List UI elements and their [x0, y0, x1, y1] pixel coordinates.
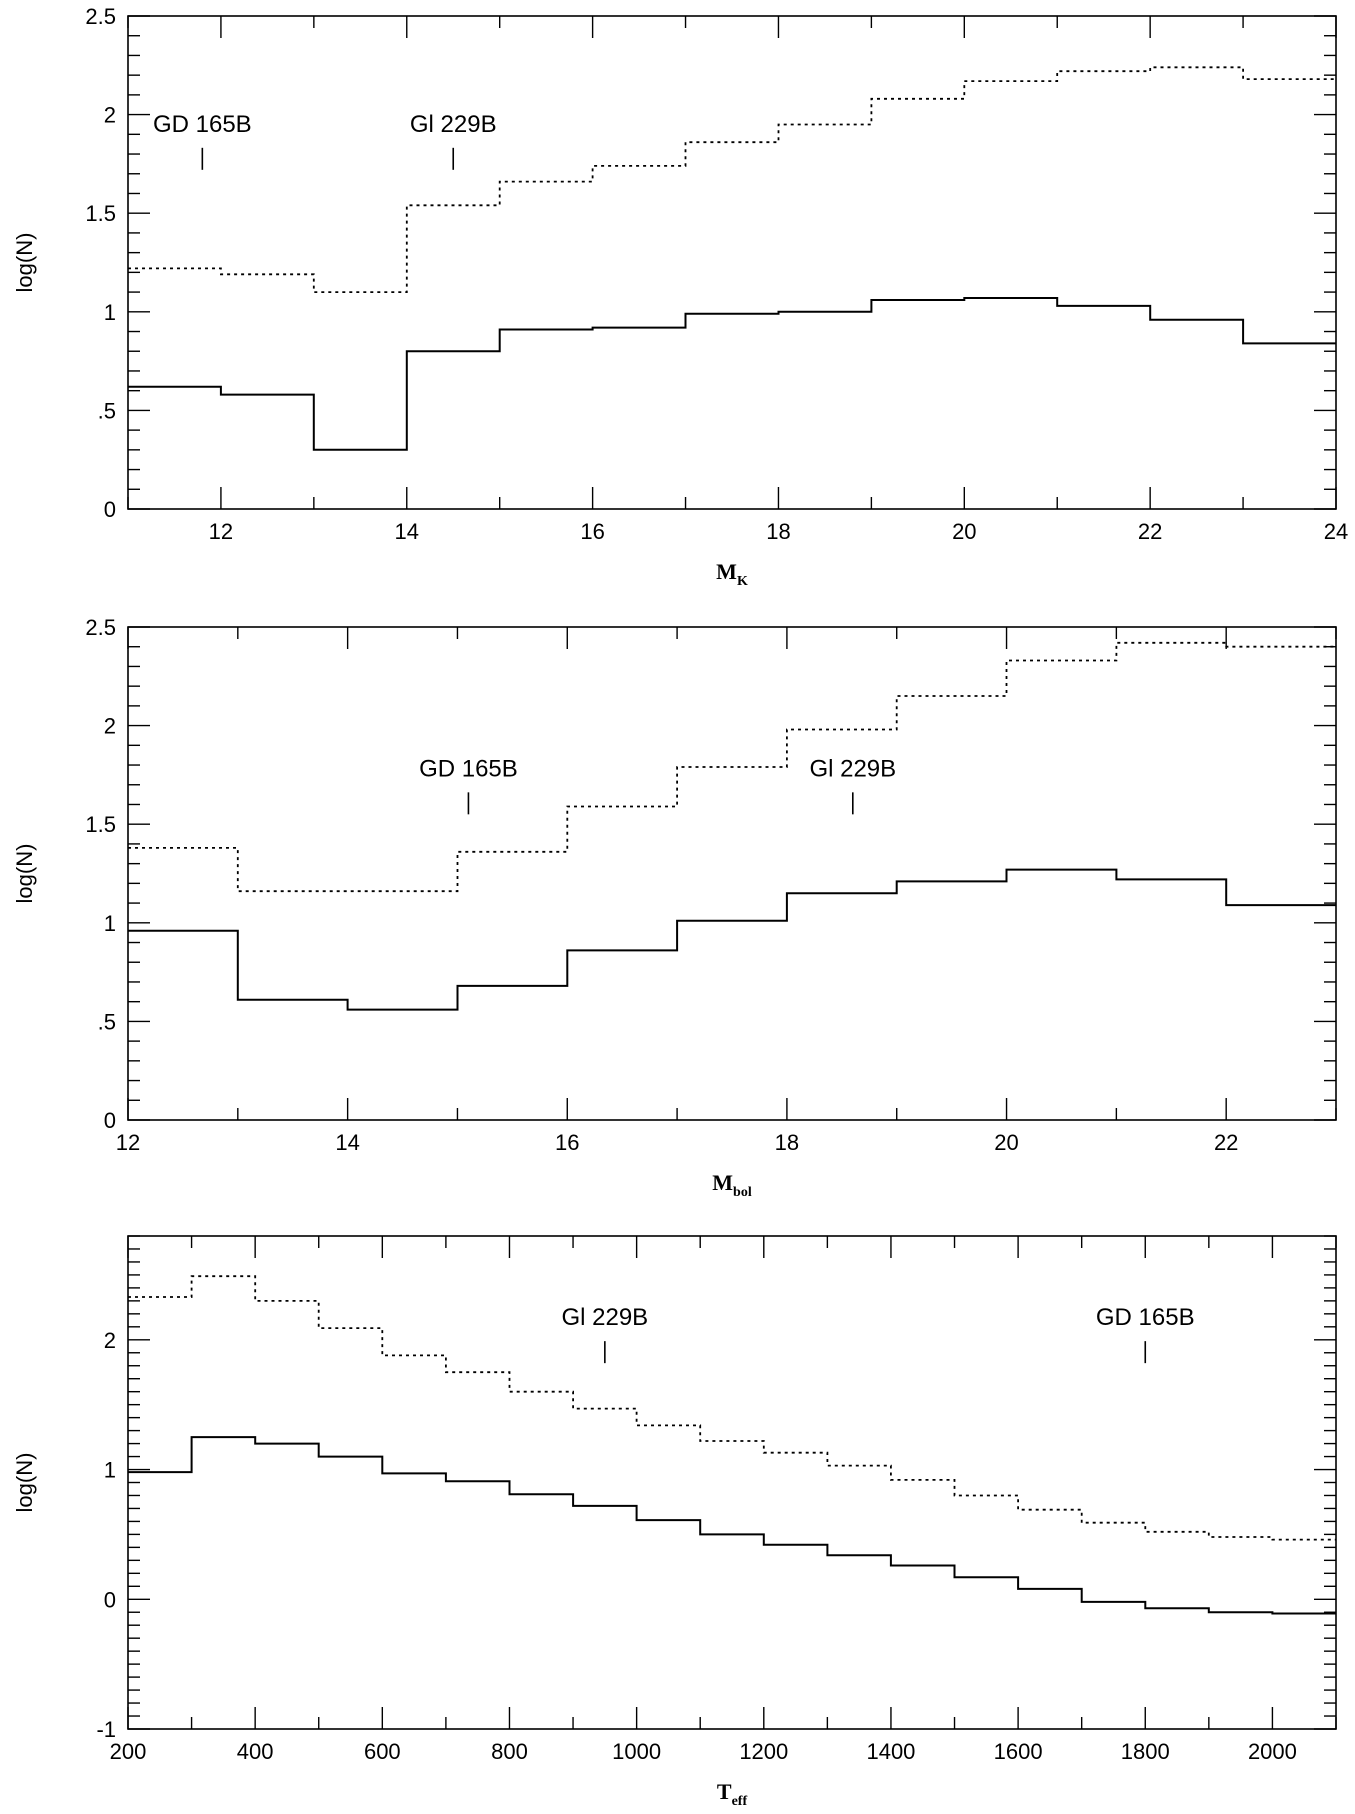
- annotation-label: GD 165B: [419, 755, 518, 782]
- annotation-label: Gl 229B: [809, 755, 896, 782]
- y-tick-label: 2.5: [85, 4, 116, 29]
- y-tick-label: 1: [104, 300, 116, 325]
- x-tick-label: 600: [364, 1739, 401, 1764]
- x-tick-label: 18: [766, 519, 790, 544]
- plot-frame: [127, 15, 1337, 510]
- x-tick-label: 800: [491, 1739, 528, 1764]
- x-tick-label: 2000: [1248, 1739, 1297, 1764]
- x-tick-label: 200: [110, 1739, 147, 1764]
- dotted-step-series: [128, 66, 1336, 293]
- x-tick-label: 1600: [994, 1739, 1043, 1764]
- x-tick-label: 24: [1324, 519, 1348, 544]
- y-tick-label: 2: [104, 103, 116, 128]
- x-tick-label: 1800: [1121, 1739, 1170, 1764]
- y-tick-label: 0: [104, 1108, 116, 1133]
- y-tick-label: 1.5: [85, 812, 116, 837]
- annotation-label: Gl 229B: [561, 1304, 648, 1331]
- x-axis-title: MK: [716, 559, 748, 589]
- y-tick-label: 0: [104, 1587, 116, 1612]
- x-tick-label: 1000: [612, 1739, 661, 1764]
- x-tick-label: 22: [1214, 1130, 1238, 1155]
- x-tick-label: 1400: [866, 1739, 915, 1764]
- dotted-step-series: [128, 1275, 1336, 1541]
- y-tick-label: 2: [104, 714, 116, 739]
- x-tick-label: 14: [335, 1130, 359, 1155]
- x-tick-label: 20: [952, 519, 976, 544]
- x-axis-title: Mbol: [712, 1170, 752, 1200]
- y-tick-label: 1: [104, 1458, 116, 1483]
- panel-mk-histogram: 12 14 16 18 20 22 24 0 .5 1 1.5 2 2.5 log(N) MK GD 165B…: [12, 4, 1348, 589]
- solid-step-series: [128, 297, 1336, 451]
- annotation-label: Gl 229B: [410, 111, 497, 138]
- solid-step-series: [128, 1436, 1336, 1615]
- x-tick-label: 18: [775, 1130, 799, 1155]
- panel-mbol-histogram: 12 14 16 18 20 22 0 .5 1 1.5 2 2.5 log(N) Mbol GD 165B…: [12, 615, 1337, 1200]
- x-tick-label: 1200: [739, 1739, 788, 1764]
- x-axis-title: Teff: [717, 1779, 748, 1809]
- y-axis-title: log(N): [12, 233, 37, 293]
- x-tick-label: 20: [994, 1130, 1018, 1155]
- x-tick-label: 14: [395, 519, 419, 544]
- y-tick-label: .5: [98, 1009, 116, 1034]
- annotation-label: GD 165B: [1096, 1304, 1195, 1331]
- x-tick-label: 12: [209, 519, 233, 544]
- annotation-label: GD 165B: [153, 111, 252, 138]
- x-tick-label: 16: [555, 1130, 579, 1155]
- y-axis-title: log(N): [12, 1453, 37, 1513]
- y-tick-label: 0: [104, 497, 116, 522]
- dotted-step-series: [128, 641, 1336, 893]
- solid-step-series: [128, 868, 1336, 1011]
- y-tick-label: 1: [104, 911, 116, 936]
- x-tick-label: 400: [237, 1739, 274, 1764]
- y-tick-label: 2: [104, 1328, 116, 1353]
- panel-teff-histogram: 200 400 600 800 1000 1200 1400 1600 1800 2000 -1 0 1…: [12, 1235, 1337, 1809]
- y-tick-label: .5: [98, 398, 116, 423]
- x-tick-label: 12: [116, 1130, 140, 1155]
- y-tick-label: 2.5: [85, 615, 116, 640]
- plot-frame: [127, 626, 1337, 1121]
- x-tick-label: 22: [1138, 519, 1162, 544]
- x-tick-label: 16: [580, 519, 604, 544]
- y-tick-label: 1.5: [85, 201, 116, 226]
- y-tick-label: -1: [96, 1717, 116, 1742]
- y-axis-title: log(N): [12, 844, 37, 904]
